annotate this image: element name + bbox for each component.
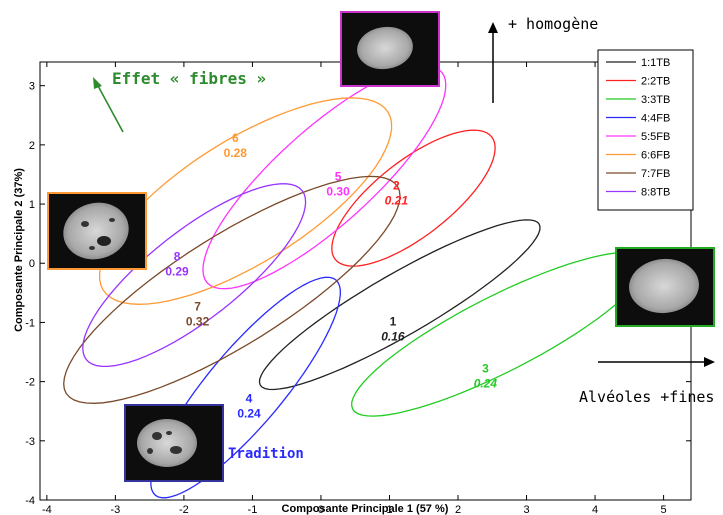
legend-entry: 5:5FB — [641, 131, 670, 143]
ellipse-1 — [258, 219, 541, 391]
ellipse-label-value-5: 0.30 — [326, 184, 350, 198]
ellipse-4 — [150, 276, 341, 499]
effet-arrow — [93, 77, 124, 133]
legend-entry: 1:1TB — [641, 57, 670, 69]
alveoles-label: Alvéoles +fines — [579, 388, 714, 406]
ellipse-label-value-3: 0.24 — [474, 377, 498, 391]
legend-entry: 3:3TB — [641, 94, 670, 106]
ellipse-label-num-6: 6 — [232, 131, 239, 145]
ellipse-label-num-5: 5 — [335, 169, 342, 183]
ellipse-label-value-7: 0.32 — [186, 315, 210, 329]
x-tick-label: -4 — [42, 504, 52, 515]
y-tick-label: -4 — [25, 495, 35, 507]
y-tick-label: -1 — [25, 317, 35, 329]
y-tick-label: 2 — [29, 140, 35, 152]
ellipse-5 — [202, 65, 447, 290]
x-tick-label: -1 — [248, 504, 258, 515]
alveoles-arrow — [598, 357, 715, 367]
ellipse-label-value-6: 0.28 — [224, 146, 248, 160]
y-axis-label: Composante Principale 2 (37%) — [13, 168, 25, 332]
ellipse-label-value-2: 0.21 — [385, 193, 409, 207]
ellipse-label-num-2: 2 — [393, 178, 400, 192]
photo-right — [615, 247, 715, 327]
legend-entry: 8:8TB — [641, 187, 670, 199]
x-tick-label: 4 — [592, 504, 598, 515]
ellipse-label-value-1: 0.16 — [381, 329, 405, 343]
legend-entry: 2:2TB — [641, 76, 670, 88]
photo-top — [340, 11, 440, 87]
ellipse-label-value-4: 0.24 — [237, 406, 261, 420]
ellipse-label-num-8: 8 — [174, 249, 181, 263]
x-tick-label: 2 — [455, 504, 461, 515]
photo-left — [47, 192, 147, 270]
ellipse-label-num-3: 3 — [482, 362, 489, 376]
x-tick-label: 0 — [318, 504, 324, 515]
ellipse-6 — [98, 97, 393, 305]
axis-ticks: -4 -3 -2 -1 0 1 2 3 4 5 -4 -3 -2 -1 0 1 2 3 — [25, 62, 691, 515]
legend-entry: 4:4FB — [641, 113, 670, 125]
homogene-label: + homogène — [508, 15, 598, 33]
y-tick-label: -2 — [25, 377, 35, 389]
x-tick-label: 1 — [386, 504, 392, 515]
ellipses — [63, 65, 648, 499]
homogene-arrow — [488, 22, 498, 103]
ellipse-7 — [63, 175, 401, 404]
photo-bottom — [124, 404, 224, 482]
y-tick-label: 0 — [29, 258, 35, 270]
tradition-label: Tradition — [228, 446, 304, 462]
y-tick-label: 3 — [29, 81, 35, 93]
legend-entry: 6:6FB — [641, 150, 670, 162]
ellipse-2 — [331, 129, 496, 267]
effet-fibres-label: Effet « fibres » — [112, 69, 266, 88]
legend: 1:1TB 2:2TB 3:3TB 4:4FB 5:5FB 6:6FB 7:7FB 8:8TB — [597, 49, 694, 211]
ellipse-label-value-8: 0.29 — [165, 264, 189, 278]
legend-entry: 7:7FB — [641, 168, 670, 180]
x-axis-label: Composante Principale 1 (57 %) — [282, 503, 449, 515]
x-tick-label: 5 — [661, 504, 667, 515]
ellipse-label-num-7: 7 — [194, 300, 201, 314]
x-tick-label: -3 — [110, 504, 120, 515]
ellipse-label-num-4: 4 — [246, 391, 253, 405]
y-tick-label: -3 — [25, 436, 35, 448]
x-tick-label: 3 — [523, 504, 529, 515]
ellipse-3 — [351, 251, 648, 417]
y-tick-label: 1 — [29, 199, 35, 211]
ellipse-8 — [82, 183, 307, 368]
ellipse-label-num-1: 1 — [390, 314, 397, 328]
x-tick-label: -2 — [179, 504, 189, 515]
